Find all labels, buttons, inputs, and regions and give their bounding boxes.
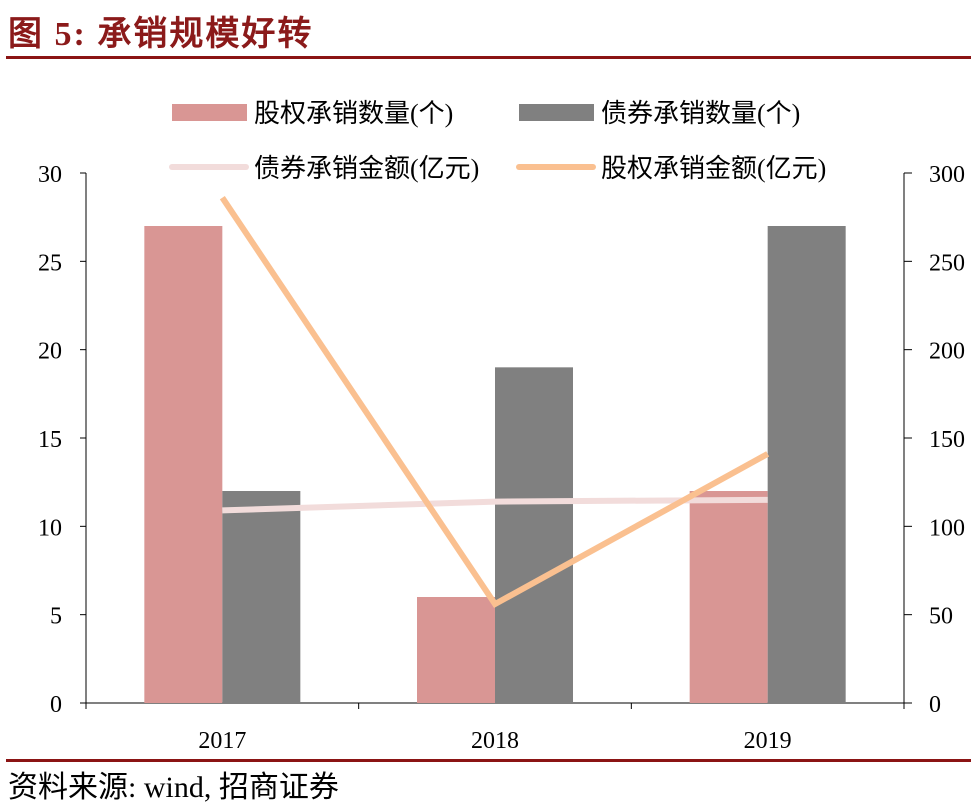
legend-swatch: [172, 104, 247, 121]
right-tick-label: 0: [929, 692, 941, 718]
left-tick-label: 10: [38, 515, 62, 541]
right-tick-label: 300: [929, 162, 965, 188]
bar-bond-count: [222, 491, 301, 703]
right-tick-label: 150: [929, 427, 965, 453]
right-tick-label: 200: [929, 339, 965, 365]
footer-rule: [6, 759, 971, 762]
legend-swatch: [519, 104, 594, 121]
source-note: 资料来源: wind, 招商证券: [8, 771, 339, 804]
line-equity-amount: [219, 196, 770, 609]
figure-title: 图 5: 承销规模好转: [8, 16, 314, 53]
line-bond-amount: [222, 496, 768, 514]
left-tick-label: 20: [38, 339, 62, 365]
legend-label: 股权承销数量(个): [254, 99, 453, 128]
bar-equity-count: [144, 226, 223, 703]
legend-label: 债券承销数量(个): [601, 99, 800, 128]
bar-bond-count: [767, 226, 846, 703]
x-tick-label: 2018: [471, 728, 519, 754]
bar-bond-count: [495, 367, 573, 703]
x-tick-label: 2017: [198, 728, 246, 754]
title-rule: [6, 56, 971, 59]
left-tick-label: 0: [50, 692, 62, 718]
legend-label: 股权承销金额(亿元): [601, 154, 826, 183]
right-tick-label: 50: [929, 604, 953, 630]
left-tick-label: 5: [50, 604, 62, 630]
left-tick-label: 30: [38, 162, 62, 188]
right-tick-label: 100: [929, 515, 965, 541]
left-tick-label: 15: [38, 427, 62, 453]
bar-equity-count: [689, 491, 768, 703]
right-tick-label: 250: [929, 250, 965, 276]
legend-label: 债券承销金额(亿元): [254, 154, 479, 183]
x-tick-label: 2019: [744, 728, 792, 754]
left-tick-label: 25: [38, 250, 62, 276]
bar-equity-count: [417, 597, 495, 703]
